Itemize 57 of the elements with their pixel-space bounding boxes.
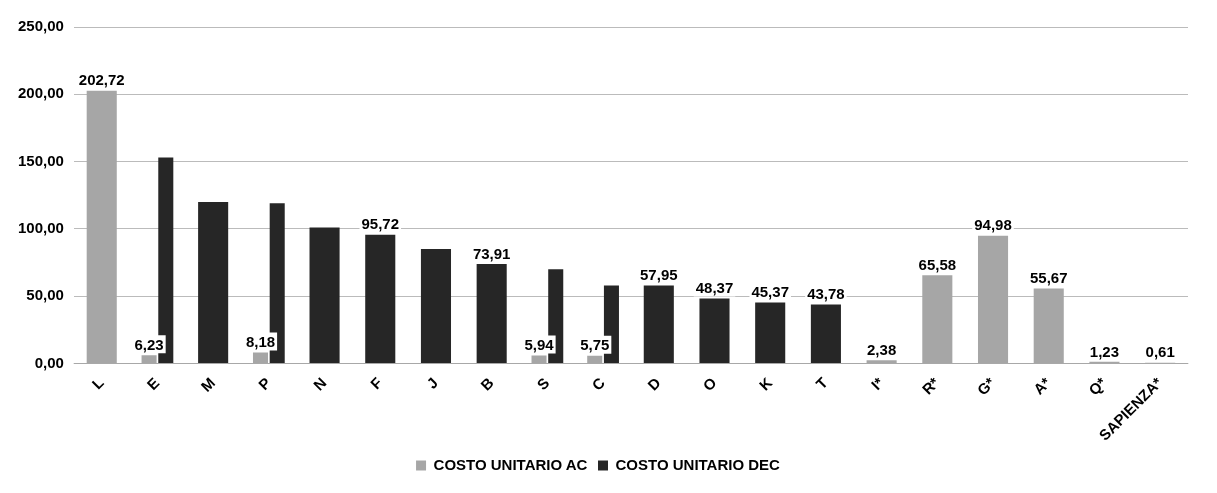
x-tick-label: G*	[973, 373, 999, 399]
x-tick-label: A*	[1029, 373, 1054, 398]
x-tick-label: N	[309, 373, 330, 394]
y-tick-label: 50,00	[26, 286, 64, 304]
data-label: 73,91	[472, 244, 511, 262]
bar	[420, 249, 452, 364]
y-tick-label: 250,00	[17, 17, 64, 35]
bar	[922, 275, 953, 364]
y-tick-label: 150,00	[17, 151, 64, 169]
data-label: 2,38	[867, 340, 897, 358]
x-tick-label: C	[588, 373, 609, 394]
bar	[977, 235, 1009, 364]
data-label: 57,95	[640, 266, 678, 284]
x-tick-label: S	[533, 373, 553, 394]
data-label: 0,61	[1145, 343, 1175, 361]
x-tick-label: P	[254, 373, 274, 394]
data-label: 45,37	[751, 283, 789, 301]
y-tick-label: 200,00	[17, 84, 64, 102]
bar	[755, 302, 786, 364]
bar	[643, 285, 674, 364]
data-label: 1,23	[1089, 342, 1120, 360]
x-tick-label: K	[755, 373, 776, 394]
x-tick-label: E	[143, 373, 163, 394]
data-label: 5,94	[524, 336, 555, 354]
data-label: 65,58	[918, 255, 957, 273]
x-tick-label: T	[812, 373, 831, 393]
data-label: 48,37	[695, 279, 734, 297]
y-tick-label: 100,00	[17, 219, 64, 237]
x-tick-label: I*	[867, 373, 887, 394]
bar	[365, 234, 396, 364]
legend-label: COSTO UNITARIO AC	[433, 455, 588, 473]
data-label: 95,72	[361, 215, 400, 233]
x-tick-label: R*	[918, 373, 943, 398]
data-label: 43,78	[807, 285, 845, 303]
bar	[86, 90, 117, 364]
bar	[866, 360, 897, 364]
data-label: 8,18	[245, 333, 276, 351]
legend-label: COSTO UNITARIO DEC	[615, 455, 781, 473]
bar	[309, 227, 340, 364]
bar	[1033, 288, 1064, 364]
data-label: 55,67	[1029, 269, 1068, 287]
x-tick-label: L	[88, 373, 107, 393]
data-label: 6,23	[134, 335, 164, 353]
bar	[476, 264, 507, 364]
x-tick-label: J	[423, 373, 442, 392]
bar	[810, 304, 841, 364]
bar	[198, 201, 229, 364]
x-tick-label: B	[477, 373, 497, 394]
x-tick-label: D	[644, 373, 664, 394]
data-label: 5,75	[580, 336, 610, 354]
x-tick-label: F	[366, 373, 386, 393]
y-tick-label: 0,00	[34, 353, 64, 371]
bar	[699, 298, 730, 364]
data-label: 94,98	[974, 216, 1012, 234]
data-label: 202,72	[78, 71, 125, 89]
x-tick-label: M	[197, 373, 219, 395]
x-tick-label: O	[699, 373, 720, 395]
